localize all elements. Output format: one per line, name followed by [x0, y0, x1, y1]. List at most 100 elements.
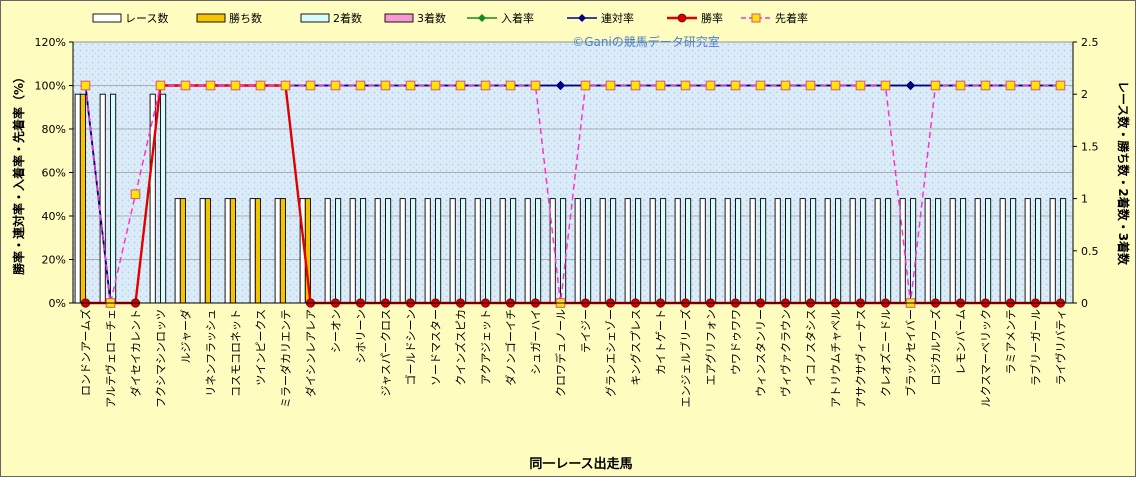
category-label: ダイセイカレント: [129, 309, 143, 397]
bar: [560, 198, 567, 304]
tick-label-right: 0: [1081, 297, 1088, 310]
marker-senchaku: [530, 80, 541, 91]
bar: [274, 198, 281, 304]
category-label: ツインピークス: [255, 309, 268, 386]
bar: [749, 198, 756, 304]
category-label: クロワデュノール: [554, 309, 568, 397]
category-label: シホリーン: [355, 309, 368, 363]
marker-senchaku: [230, 80, 241, 91]
marker-senchaku: [355, 80, 366, 91]
category-label: アトリウムチャペル: [830, 309, 843, 408]
category-label: ラミアメンテ: [1005, 309, 1018, 374]
bar: [199, 198, 206, 304]
bar-series: [74, 93, 1067, 304]
bar: [599, 198, 606, 304]
marker-senchaku: [630, 80, 641, 91]
bar: [760, 198, 767, 304]
category-label: ブラックセイバー: [904, 309, 918, 397]
category-label: イコノスタシス: [805, 309, 818, 386]
marker-senchaku: [180, 80, 191, 91]
legend: レース数 勝ち数 2着数 3着数 入着率 連対率 勝率 先着率: [92, 11, 808, 25]
bar: [249, 198, 256, 304]
bar: [99, 93, 106, 304]
marker-senchaku: [455, 80, 466, 91]
legend-label: レース数: [125, 12, 168, 25]
bar: [610, 198, 617, 304]
tick-label-right: 1.5: [1081, 140, 1099, 153]
bar: [74, 93, 81, 304]
marker-senchaku: [505, 80, 516, 91]
tick-label-right: 2.5: [1081, 36, 1099, 49]
legend-label: 連対率: [601, 11, 634, 25]
bar: [229, 198, 236, 304]
category-label: ライヴリバティ: [1054, 309, 1068, 385]
tick-label-right: 2: [1081, 88, 1088, 101]
category-label: ロジカルワーズ: [929, 309, 943, 385]
category-label: クレオズニードル: [879, 309, 893, 397]
x-axis: ロンドンアームズ アルテヴェローチェ ダイセイカレント フクシマシンロッツ ルジャーダリ…: [73, 302, 1073, 408]
category-label: エアグリフォン: [704, 309, 718, 385]
category-label: ルクスマーベリック: [980, 309, 993, 407]
marker-senchaku: [1030, 80, 1041, 91]
bar: [974, 198, 981, 304]
marker-senchaku: [980, 80, 991, 91]
legend-marker: [751, 13, 761, 23]
marker-senchaku: [830, 80, 841, 91]
bar: [585, 198, 592, 304]
bar: [179, 198, 186, 304]
bar: [460, 198, 467, 304]
marker-senchaku: [855, 80, 866, 91]
marker-senchaku: [730, 80, 741, 91]
marker-senchaku: [605, 80, 616, 91]
marker-senchaku: [430, 80, 441, 91]
watermark: ©Ganiの競馬データ研究室: [572, 34, 720, 49]
category-label: ルジャーダ: [179, 309, 193, 363]
legend-label: 3着数: [417, 11, 446, 25]
x-axis-title: 同一レース出走馬: [529, 456, 632, 472]
marker-senchaku: [755, 80, 766, 91]
bar: [985, 198, 992, 304]
marker-senchaku: [405, 80, 416, 91]
bar: [1060, 198, 1067, 304]
tick-label-left: 100%: [35, 80, 66, 93]
category-label: テイジー: [580, 309, 593, 353]
legend-label: 勝率: [701, 11, 723, 25]
bar: [849, 198, 856, 304]
legend-swatch: [196, 13, 226, 23]
bar: [385, 198, 392, 304]
tick-label-left: 80%: [42, 123, 66, 136]
legend-label: 2着数: [333, 11, 362, 25]
category-label: ロンドンアームズ: [79, 309, 93, 396]
bar: [774, 198, 781, 304]
category-label: ジャスパークロス: [380, 309, 393, 396]
legend-swatch: [300, 13, 330, 23]
bar: [335, 198, 342, 304]
legend-label: 勝ち数: [229, 11, 262, 25]
bar: [524, 198, 531, 304]
category-label: リネンフラッシュ: [205, 309, 218, 397]
line-senchaku-rate: [84, 84, 1061, 304]
marker-senchaku: [380, 80, 391, 91]
bar: [1049, 198, 1056, 304]
marker-senchaku: [680, 80, 691, 91]
bar: [635, 198, 642, 304]
marker-senchaku: [80, 80, 91, 91]
legend-label: 入着率: [501, 11, 534, 25]
category-label: ウワドゥワワ: [730, 309, 743, 375]
category-label: アサクサヴィーナス: [854, 309, 868, 408]
marker-senchaku: [655, 80, 666, 91]
bar: [254, 198, 261, 304]
bar: [624, 198, 631, 304]
category-label: カイトゲート: [655, 309, 668, 375]
legend-marker: [677, 13, 687, 23]
tick-label-left: 120%: [35, 36, 66, 49]
marker-senchaku: [955, 80, 966, 91]
tick-label-left: 60%: [42, 167, 66, 180]
legend-marker: [478, 14, 486, 22]
category-label: アクアジェット: [480, 309, 493, 385]
bar: [910, 198, 917, 304]
tick-label-left: 0%: [49, 297, 66, 310]
tick-label-right: 0.5: [1081, 245, 1099, 258]
bar: [735, 198, 742, 304]
